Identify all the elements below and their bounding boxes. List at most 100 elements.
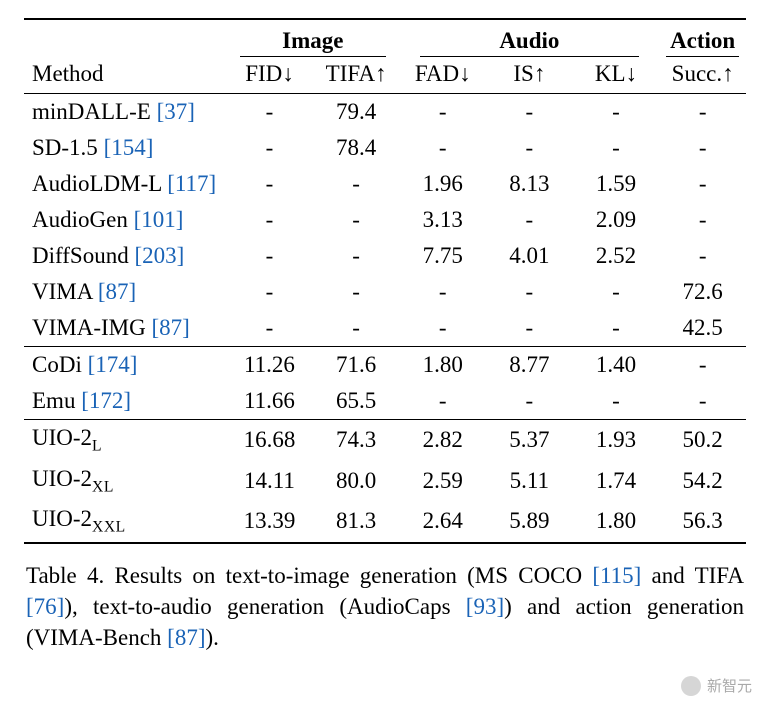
method-ref: [154] — [104, 135, 154, 160]
value-cell: 71.6 — [313, 347, 400, 384]
method-cell: Emu [172] — [24, 383, 226, 420]
value-cell: 5.11 — [486, 461, 573, 502]
method-cell: SD-1.5 [154] — [24, 130, 226, 166]
value-cell: - — [226, 94, 313, 131]
group-image: Image — [226, 19, 399, 57]
watermark: 新智元 — [681, 675, 752, 696]
method-cell: VIMA [87] — [24, 274, 226, 310]
value-cell: 1.59 — [573, 166, 660, 202]
watermark-icon — [681, 676, 701, 696]
value-cell: 11.26 — [226, 347, 313, 384]
caption-text: Table 4. Results on text-to-image genera… — [26, 563, 592, 588]
value-cell: 2.59 — [399, 461, 486, 502]
caption-ref: [87] — [167, 625, 205, 650]
value-cell: - — [659, 202, 746, 238]
method-name: VIMA — [32, 279, 92, 304]
value-cell: - — [313, 310, 400, 347]
value-cell: - — [486, 310, 573, 347]
caption-ref: [93] — [466, 594, 504, 619]
value-cell: 4.01 — [486, 238, 573, 274]
value-cell: 5.37 — [486, 420, 573, 461]
caption-ref: [115] — [592, 563, 641, 588]
value-cell: 7.75 — [399, 238, 486, 274]
value-cell: - — [659, 347, 746, 384]
caption-ref: [76] — [26, 594, 64, 619]
watermark-text: 新智元 — [707, 675, 752, 696]
value-cell: 1.80 — [399, 347, 486, 384]
table-row: UIO-2XXL13.3981.32.645.891.8056.3 — [24, 501, 746, 543]
method-name: UIO-2 — [32, 506, 92, 531]
value-cell: 1.80 — [573, 501, 660, 543]
value-cell: - — [486, 202, 573, 238]
table-body: minDALL-E [37]-79.4----SD-1.5 [154]-78.4… — [24, 94, 746, 543]
value-cell: - — [659, 383, 746, 420]
method-ref: [101] — [134, 207, 184, 232]
value-cell: - — [573, 383, 660, 420]
caption-text: ). — [205, 625, 218, 650]
method-ref: [87] — [98, 279, 136, 304]
value-cell: 65.5 — [313, 383, 400, 420]
value-cell: 5.89 — [486, 501, 573, 543]
value-cell: - — [313, 166, 400, 202]
value-cell: 79.4 — [313, 94, 400, 131]
caption-text: and TIFA — [641, 563, 744, 588]
value-cell: 2.64 — [399, 501, 486, 543]
method-name: minDALL-E — [32, 99, 151, 124]
value-cell: 2.52 — [573, 238, 660, 274]
value-cell: 2.09 — [573, 202, 660, 238]
value-cell: 8.77 — [486, 347, 573, 384]
table-row: CoDi [174] 11.2671.61.808.771.40- — [24, 347, 746, 384]
table-row: AudioGen [101]--3.13-2.09- — [24, 202, 746, 238]
method-name: CoDi — [32, 352, 82, 377]
table-row: Emu [172]11.6665.5---- — [24, 383, 746, 420]
value-cell: 1.96 — [399, 166, 486, 202]
value-cell: - — [399, 274, 486, 310]
value-cell: - — [486, 383, 573, 420]
value-cell: 50.2 — [659, 420, 746, 461]
value-cell: 8.13 — [486, 166, 573, 202]
method-cell: UIO-2XXL — [24, 501, 226, 543]
value-cell: - — [573, 274, 660, 310]
value-cell: - — [226, 166, 313, 202]
group-header-row: Method Image Audio Action — [24, 19, 746, 57]
method-subscript: L — [92, 438, 102, 455]
group-audio: Audio — [399, 19, 659, 57]
value-cell: - — [226, 274, 313, 310]
value-cell: 74.3 — [313, 420, 400, 461]
value-cell: 3.13 — [399, 202, 486, 238]
results-table: Method Image Audio Action FID↓ TIFA↑ FAD… — [24, 18, 746, 544]
table-row: VIMA [87]-----72.6 — [24, 274, 746, 310]
metric-succ: Succ.↑ — [659, 57, 746, 94]
method-subscript: XL — [92, 478, 114, 495]
method-cell: AudioLDM-L [117] — [24, 166, 226, 202]
method-cell: AudioGen [101] — [24, 202, 226, 238]
method-name: VIMA-IMG — [32, 315, 146, 340]
value-cell: - — [399, 310, 486, 347]
table-row: AudioLDM-L [117]--1.968.131.59- — [24, 166, 746, 202]
value-cell: - — [313, 274, 400, 310]
method-ref: [117] — [167, 171, 216, 196]
method-ref: [174] — [88, 352, 138, 377]
value-cell: - — [226, 202, 313, 238]
method-name: DiffSound — [32, 243, 129, 268]
value-cell: 16.68 — [226, 420, 313, 461]
value-cell: - — [573, 94, 660, 131]
table-row: UIO-2XL14.1180.02.595.111.7454.2 — [24, 461, 746, 502]
value-cell: - — [226, 130, 313, 166]
value-cell: 54.2 — [659, 461, 746, 502]
value-cell: - — [659, 166, 746, 202]
value-cell: - — [399, 130, 486, 166]
value-cell: - — [573, 310, 660, 347]
value-cell: 11.66 — [226, 383, 313, 420]
value-cell: 1.40 — [573, 347, 660, 384]
value-cell: 56.3 — [659, 501, 746, 543]
table-header: Method Image Audio Action FID↓ TIFA↑ FAD… — [24, 19, 746, 94]
value-cell: - — [486, 94, 573, 131]
table-row: UIO-2L16.6874.32.825.371.9350.2 — [24, 420, 746, 461]
method-name: UIO-2 — [32, 425, 92, 450]
value-cell: 78.4 — [313, 130, 400, 166]
value-cell: - — [659, 130, 746, 166]
metric-kl: KL↓ — [573, 57, 660, 94]
value-cell: 1.74 — [573, 461, 660, 502]
value-cell: 42.5 — [659, 310, 746, 347]
